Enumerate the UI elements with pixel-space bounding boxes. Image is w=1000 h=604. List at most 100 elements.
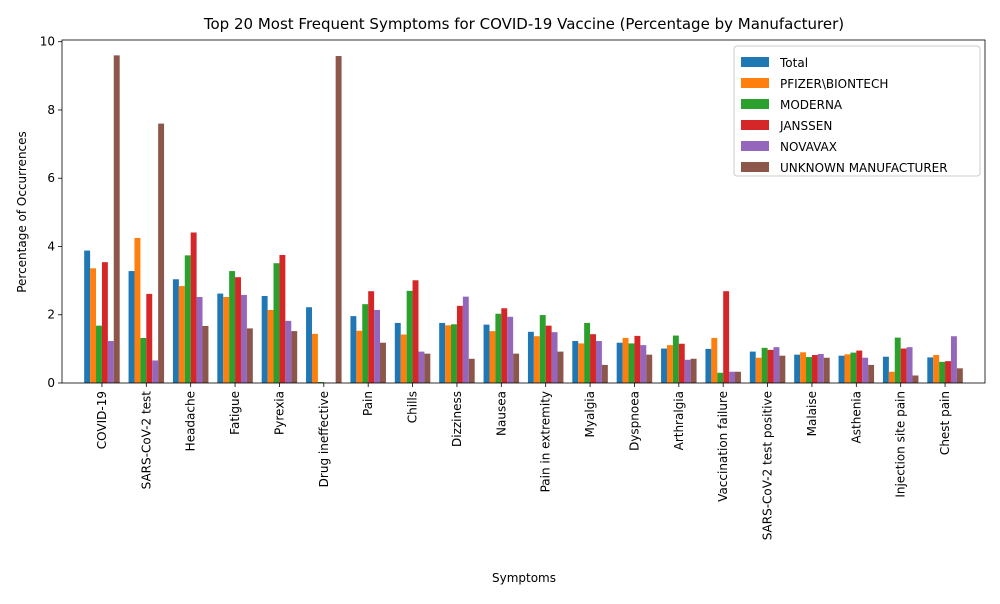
bar [850, 353, 856, 383]
y-tick-label: 6 [47, 171, 55, 185]
bar [895, 338, 901, 383]
x-tick-label: Headache [184, 391, 198, 451]
bar [146, 294, 152, 383]
bar [108, 341, 114, 383]
bar [268, 310, 274, 383]
x-tick-label: Fatigue [228, 391, 242, 435]
bar [457, 306, 463, 383]
bar [241, 295, 247, 383]
legend-swatch [741, 141, 769, 151]
bar [617, 343, 623, 383]
bar [90, 268, 96, 383]
bar [291, 331, 297, 383]
legend-label: MODERNA [780, 98, 843, 112]
y-tick-label: 2 [47, 308, 55, 322]
bar [495, 314, 501, 383]
bar [634, 336, 640, 383]
bar [540, 315, 546, 383]
bar [356, 331, 362, 383]
x-tick-label: Dyspnoea [627, 391, 641, 451]
bar [558, 352, 564, 383]
bar [134, 238, 140, 383]
bar [723, 291, 729, 383]
bar [350, 316, 356, 383]
bar [380, 343, 386, 383]
y-tick-label: 10 [40, 35, 55, 49]
bar [262, 296, 268, 383]
y-tick-label: 8 [47, 103, 55, 117]
bar [401, 335, 407, 383]
bar [513, 354, 519, 383]
bar [418, 352, 424, 383]
bar [158, 124, 164, 383]
x-tick-label: Asthenia [849, 391, 863, 443]
bar [756, 358, 762, 383]
bar [306, 307, 312, 383]
bar [312, 334, 318, 383]
bar [84, 251, 90, 383]
bar [507, 317, 513, 383]
x-tick-label: Dizziness [450, 391, 464, 447]
bar [951, 336, 957, 383]
bar [913, 375, 919, 383]
x-tick-label: SARS-CoV-2 test positive [761, 391, 775, 540]
bar [750, 352, 756, 383]
bar [191, 232, 197, 383]
bar [623, 338, 629, 383]
bar [773, 347, 779, 383]
bar [768, 350, 774, 383]
legend-label: Total [779, 56, 808, 70]
x-tick-label: COVID-19 [95, 391, 109, 449]
bar [762, 348, 768, 383]
x-tick-label: Injection site pain [894, 391, 908, 498]
bar [945, 361, 951, 383]
bar [368, 291, 374, 383]
bar [572, 341, 578, 383]
bar [596, 341, 602, 383]
legend-swatch [741, 78, 769, 88]
legend-swatch [741, 120, 769, 130]
bar [907, 347, 913, 383]
bar [114, 55, 120, 383]
bar [362, 304, 368, 383]
bar [889, 372, 895, 383]
bar [735, 372, 741, 383]
bar [439, 323, 445, 383]
bar [679, 344, 685, 383]
bar [640, 345, 646, 383]
bar [844, 354, 850, 383]
bar [484, 325, 490, 383]
x-tick-label: Chest pain [938, 391, 952, 455]
x-tick-label: Nausea [494, 391, 508, 436]
bar [96, 326, 102, 383]
legend-label: JANSSEN [779, 119, 832, 133]
x-tick-label: Chills [406, 391, 420, 423]
x-tick-label: Pain in extremity [539, 391, 553, 492]
bar [407, 291, 413, 383]
bar [901, 349, 907, 383]
bar [779, 356, 785, 383]
bar [673, 336, 679, 383]
bar [685, 360, 691, 383]
bar [179, 286, 185, 383]
legend-label: PFIZER\BIONTECH [780, 77, 888, 91]
x-tick-label: Arthralgia [672, 391, 686, 450]
bar [661, 349, 667, 383]
bar [285, 321, 291, 383]
bar [469, 359, 475, 383]
bar [229, 271, 235, 383]
bar [691, 359, 697, 383]
bar [933, 355, 939, 383]
x-tick-label: Pyrexia [272, 391, 286, 435]
bar [395, 323, 401, 383]
bar [856, 351, 862, 383]
bar [129, 271, 135, 383]
x-tick-label: Drug ineffective [317, 391, 331, 487]
bar [800, 352, 806, 383]
bar [445, 325, 451, 383]
bar [217, 294, 223, 383]
